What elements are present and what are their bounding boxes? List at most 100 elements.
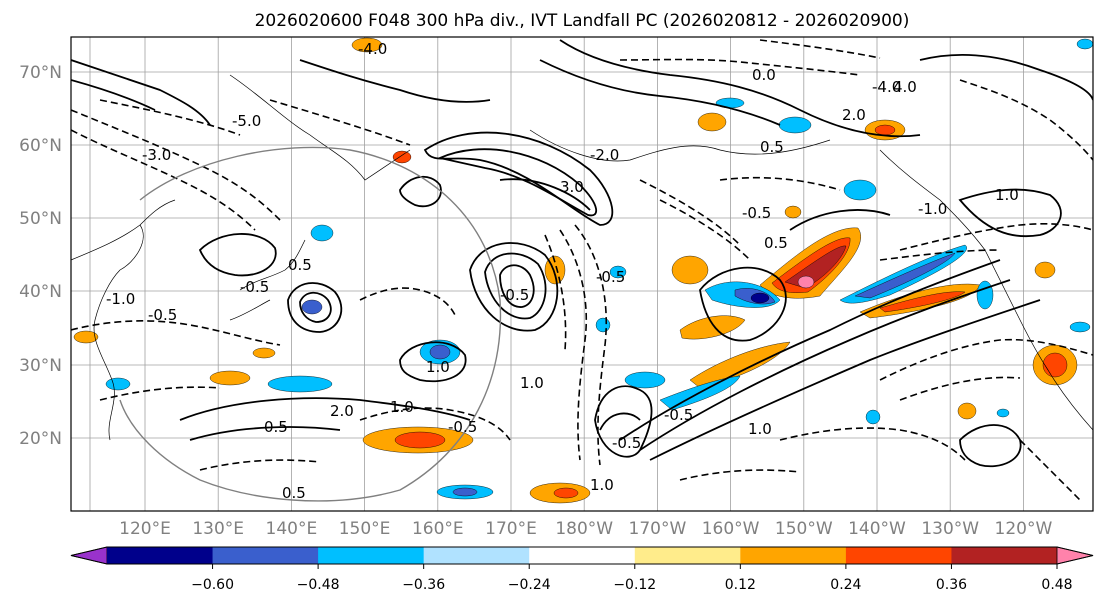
colorbar-tick-label: −0.48 (297, 577, 340, 593)
landfall-region-outline (119, 146, 502, 502)
longitude-tick-label: 160°E (412, 519, 464, 539)
shade-region (1076, 38, 1093, 50)
shade-region (996, 408, 1010, 418)
contour-line (959, 79, 1093, 161)
colorbar-tick-label: 0.48 (1041, 577, 1072, 593)
contour-label: -0.5 (148, 306, 177, 324)
contour-label: 1.0 (995, 186, 1019, 204)
latitude-tick-label: 40°N (19, 282, 62, 302)
latitude-tick-labels: 20°N 30°N 40°N 50°N 60°N 70°N (19, 63, 62, 449)
contour-line (559, 39, 921, 138)
contour-line (539, 59, 781, 126)
contour-label: -5.0 (232, 112, 261, 130)
colorbar-segment (740, 547, 847, 564)
contour-line (759, 39, 881, 59)
shaded-fields (73, 37, 1093, 504)
contour-line (99, 99, 241, 136)
contour-label: 0.0 (752, 66, 776, 84)
contour-line (469, 242, 559, 332)
longitude-tick-label: 180°W (555, 519, 613, 539)
shade-region (595, 317, 611, 333)
contour-line (71, 109, 281, 221)
latitude-tick-label: 50°N (19, 209, 62, 229)
contour-label: 2.0 (330, 402, 354, 420)
longitude-tick-label: 130°E (192, 519, 244, 539)
colorbar-segment (845, 547, 952, 564)
contour-line (619, 58, 861, 76)
colorbar-tick-label: 0.24 (830, 577, 861, 593)
coastlines (71, 74, 1093, 441)
coastline-japan (229, 239, 306, 321)
contour-label: 1.0 (390, 398, 414, 416)
contour-label: -1.0 (106, 290, 135, 308)
shade-region (976, 280, 994, 310)
colorbar-segment (212, 547, 319, 564)
contour-line (179, 397, 471, 421)
contour-line (619, 259, 1001, 441)
shade-region (267, 375, 333, 393)
shade-region (865, 409, 881, 425)
colorbar-extend-min (70, 546, 108, 565)
contour-line (399, 341, 467, 383)
shade-region (1034, 261, 1056, 279)
colorbar-tick-label: −0.60 (191, 577, 234, 593)
shade-region (394, 431, 446, 449)
contour-label: 0.5 (282, 484, 306, 502)
contour-line (269, 99, 411, 146)
contour-line (879, 249, 1001, 261)
shade-region (429, 344, 451, 360)
longitude-tick-label: 140°E (266, 519, 318, 539)
contour-label: -0.5 (500, 286, 529, 304)
contour-line (779, 427, 966, 461)
contour-label: -0.5 (612, 434, 641, 452)
latitude-tick-label: 30°N (19, 356, 62, 376)
contour-line (544, 234, 567, 351)
latitude-tick-label: 20°N (19, 429, 62, 449)
colorbar: −0.60 −0.48 −0.36 −0.24 −0.12 0.12 0.24 0.36 0.4… (70, 546, 1094, 593)
shade-region (843, 179, 877, 201)
contour-line (659, 199, 751, 261)
colorbar-segment (423, 547, 530, 564)
contour-line (958, 188, 1062, 238)
colorbar-tick-label: −0.36 (402, 577, 445, 593)
contour-label: 0.5 (764, 234, 788, 252)
contour-line (699, 266, 787, 342)
longitude-tick-label: 150°W (775, 519, 833, 539)
contour-line (499, 264, 535, 308)
colorbar-segment (529, 547, 636, 564)
contour-line (719, 176, 841, 191)
contour-line (639, 279, 1011, 451)
contour-label: 4.0 (893, 78, 917, 96)
longitude-tick-label: 130°W (921, 519, 979, 539)
contour-line (99, 386, 221, 401)
contour-line (649, 299, 1041, 461)
shade-region (957, 402, 977, 420)
colorbar-tick-label: −0.24 (508, 577, 551, 593)
contour-line (437, 148, 597, 217)
longitude-tick-labels: 120°E 130°E 140°E 150°E 160°E 170°E 180°W 170°W… (119, 519, 1052, 539)
shade-region (553, 487, 579, 499)
contour-label: 1.0 (590, 476, 614, 494)
shade-region (784, 245, 847, 289)
map-background (71, 37, 1093, 511)
contour-labels: -4.0 -5.0 0.0 -4.0 -2.0 -3.0 -1.0 -0.5 0.5 1.0 2.0… (106, 40, 1019, 502)
shade-region (392, 150, 412, 164)
colorbar-segment (951, 547, 1058, 564)
map-panel: -4.0 -5.0 0.0 -4.0 -2.0 -3.0 -1.0 -0.5 0.5 1.0 2.0… (70, 36, 1094, 512)
contour-line (423, 131, 614, 226)
latitude-tick-label: 70°N (19, 63, 62, 83)
contour-label: 0.5 (288, 256, 312, 274)
coastline-north-america (879, 149, 1093, 431)
shade-region (797, 275, 815, 289)
shade-region (73, 330, 99, 344)
contour-line (359, 407, 511, 441)
colorbar-segment (634, 547, 741, 564)
shade-region (209, 370, 251, 386)
shade-region (301, 299, 323, 315)
shade-region (679, 315, 746, 340)
shade-region (671, 255, 709, 285)
shade-region (105, 377, 131, 391)
colorbar-outline (70, 546, 1094, 565)
contour-label: -3.0 (142, 146, 171, 164)
